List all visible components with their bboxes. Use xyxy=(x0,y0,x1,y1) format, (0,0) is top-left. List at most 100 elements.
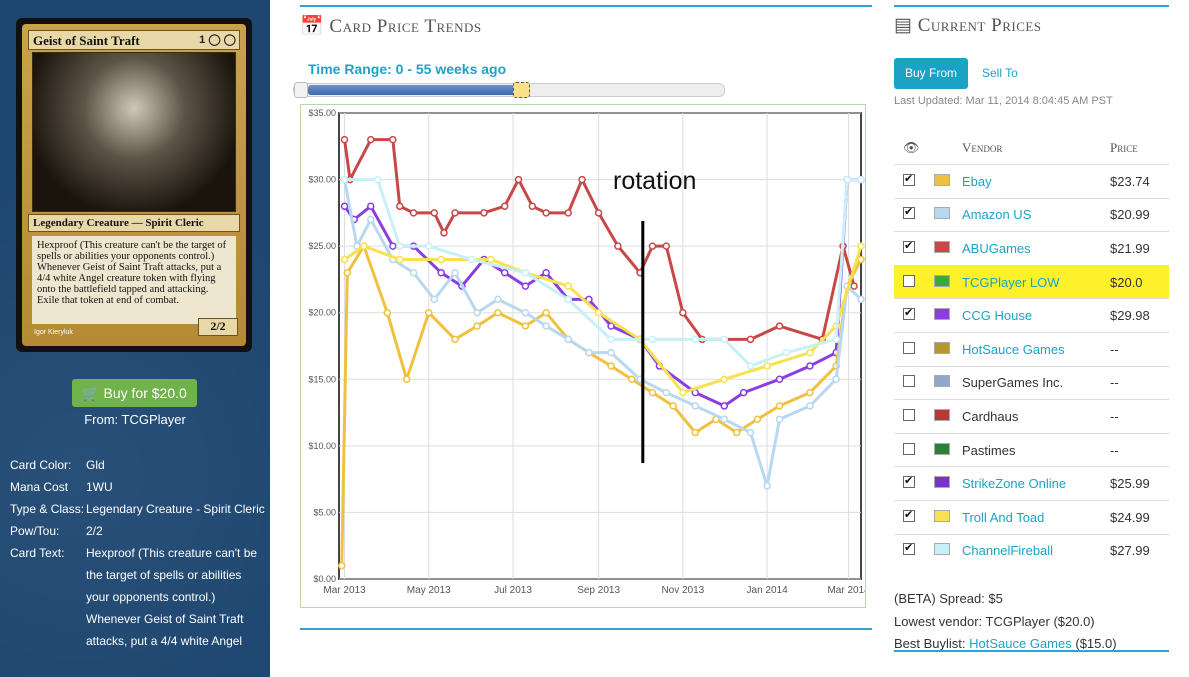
vendor-visibility-checkbox[interactable] xyxy=(903,205,915,220)
vendor-name[interactable]: CCG House xyxy=(962,308,1033,324)
card-mana-cost: 1 ◯ ◯ xyxy=(199,34,236,46)
series-point xyxy=(451,335,459,344)
info-row-text: Card Text: Hexproof (This creature can't… xyxy=(10,542,265,652)
series-point xyxy=(564,209,572,217)
series-point xyxy=(425,242,433,250)
card-type-line: Legendary Creature — Spirit Cleric xyxy=(28,214,240,232)
slider-handle-start[interactable] xyxy=(294,82,308,98)
vendor-name[interactable]: Amazon US xyxy=(962,207,1032,223)
price-stats: (BETA) Spread: $5 Lowest vendor: TCGPlay… xyxy=(894,588,1117,656)
card-art xyxy=(32,52,236,212)
tab-buy-from[interactable]: Buy From xyxy=(894,58,968,89)
vendor-name[interactable]: HotSauce Games xyxy=(962,341,1065,357)
vendor-row: SuperGames Inc. -- xyxy=(894,365,1169,400)
series-point xyxy=(437,255,445,264)
trends-bottom-rule xyxy=(300,628,872,630)
series-point xyxy=(806,362,814,370)
info-key: Card Color: xyxy=(10,458,72,472)
series-point xyxy=(521,269,530,277)
vendor-visibility-checkbox[interactable] xyxy=(903,306,915,321)
card-rules-text-1: Hexproof (This creature can't be the tar… xyxy=(37,240,227,262)
x-tick-label: May 2013 xyxy=(407,585,451,596)
info-row-powtou: Pow/Tou: 2/2 xyxy=(10,520,265,542)
series-point xyxy=(396,242,404,250)
series-point xyxy=(843,175,851,184)
best-buylist-vendor-link[interactable]: HotSauce Games xyxy=(969,636,1072,651)
card-panel: Geist of Saint Traft 1 ◯ ◯ Legendary Cre… xyxy=(0,0,270,677)
slider-range-fill xyxy=(308,85,522,95)
series-point xyxy=(542,322,550,330)
info-value: 2/2 xyxy=(86,524,103,538)
card-power-toughness: 2/2 xyxy=(198,318,238,336)
series-point xyxy=(340,255,349,264)
vendor-table-header: 👁 Vendor Price xyxy=(894,131,1169,164)
series-point xyxy=(402,375,411,384)
vendor-color-swatch xyxy=(934,442,950,455)
vendor-price: -- xyxy=(1110,442,1119,458)
tab-sell-to[interactable]: Sell To xyxy=(982,66,1018,80)
vendor-visibility-checkbox[interactable] xyxy=(903,541,915,556)
series-point xyxy=(564,295,572,304)
series-point xyxy=(360,242,368,250)
time-range-slider[interactable] xyxy=(293,82,725,98)
vendor-color-swatch xyxy=(934,408,950,421)
vendor-visibility-checkbox[interactable] xyxy=(903,508,915,522)
vendor-name[interactable]: ChannelFireball xyxy=(962,543,1054,559)
series-point xyxy=(467,255,476,264)
vendor-color-swatch xyxy=(934,207,950,220)
info-row-type: Type & Class: Legendary Creature - Spiri… xyxy=(10,498,265,520)
trends-heading: 📅 Card Price Trends xyxy=(300,14,482,38)
vendor-price: $24.99 xyxy=(1110,509,1150,525)
vendor-name[interactable]: TCGPlayer LOW xyxy=(962,274,1060,290)
series-point xyxy=(782,348,791,357)
x-tick-label: Mar 2013 xyxy=(323,585,366,596)
best-buylist-price: ($15.0) xyxy=(1071,636,1117,651)
vendor-visibility-checkbox[interactable] xyxy=(903,239,915,253)
vendor-name[interactable]: Ebay xyxy=(962,173,992,189)
series-point xyxy=(614,242,622,250)
series-point xyxy=(343,269,352,277)
series-point xyxy=(669,402,677,410)
series-point xyxy=(396,202,404,210)
info-row-mana: Mana Cost 1WU xyxy=(10,476,265,498)
series-point xyxy=(389,242,397,250)
slider-handle-end[interactable] xyxy=(513,82,530,98)
series-point xyxy=(487,255,495,264)
series-point xyxy=(806,388,814,397)
series-point xyxy=(542,269,550,277)
vendor-row: TCGPlayer LOW $20.0 xyxy=(894,264,1169,299)
vendor-visibility-checkbox[interactable] xyxy=(903,341,915,354)
vendor-visibility-checkbox[interactable] xyxy=(903,408,915,421)
vendor-visibility-checkbox[interactable] xyxy=(903,474,915,489)
info-value: Legendary Creature - Spirit Cleric xyxy=(86,502,265,516)
vendor-visibility-checkbox[interactable] xyxy=(903,375,915,388)
series-point xyxy=(857,295,865,304)
vendor-name[interactable]: StrikeZone Online xyxy=(962,476,1067,492)
vendor-visibility-checkbox[interactable] xyxy=(903,274,915,287)
series-point xyxy=(340,202,349,210)
spread-text: (BETA) Spread: $5 xyxy=(894,591,1003,606)
buy-button[interactable]: 🛒 Buy for $20.0 xyxy=(72,379,197,407)
series-point xyxy=(473,322,481,330)
vendor-name[interactable]: Troll And Toad xyxy=(962,509,1045,525)
time-range-label: Time Range: 0 - 55 weeks ago xyxy=(308,61,507,77)
series-point xyxy=(691,428,700,437)
series-point xyxy=(739,388,748,397)
prices-bottom-rule xyxy=(894,650,1169,652)
vendor-row: HotSauce Games -- xyxy=(894,331,1169,366)
series-point xyxy=(806,402,814,410)
series-line xyxy=(340,244,863,566)
info-key: Pow/Tou: xyxy=(10,524,60,538)
vendor-price: $27.99 xyxy=(1110,543,1150,559)
series-point xyxy=(720,375,729,384)
series-point xyxy=(440,229,448,237)
vendor-name[interactable]: ABUGames xyxy=(962,240,1031,256)
vendor-row: Cardhaus -- xyxy=(894,399,1169,433)
series-point xyxy=(679,308,687,317)
prices-top-rule xyxy=(894,5,1169,7)
series-point xyxy=(732,428,741,437)
card-name: Geist of Saint Traft xyxy=(28,30,240,50)
vendor-visibility-checkbox[interactable] xyxy=(903,172,915,186)
vendor-visibility-checkbox[interactable] xyxy=(903,442,915,455)
series-point xyxy=(500,202,509,210)
